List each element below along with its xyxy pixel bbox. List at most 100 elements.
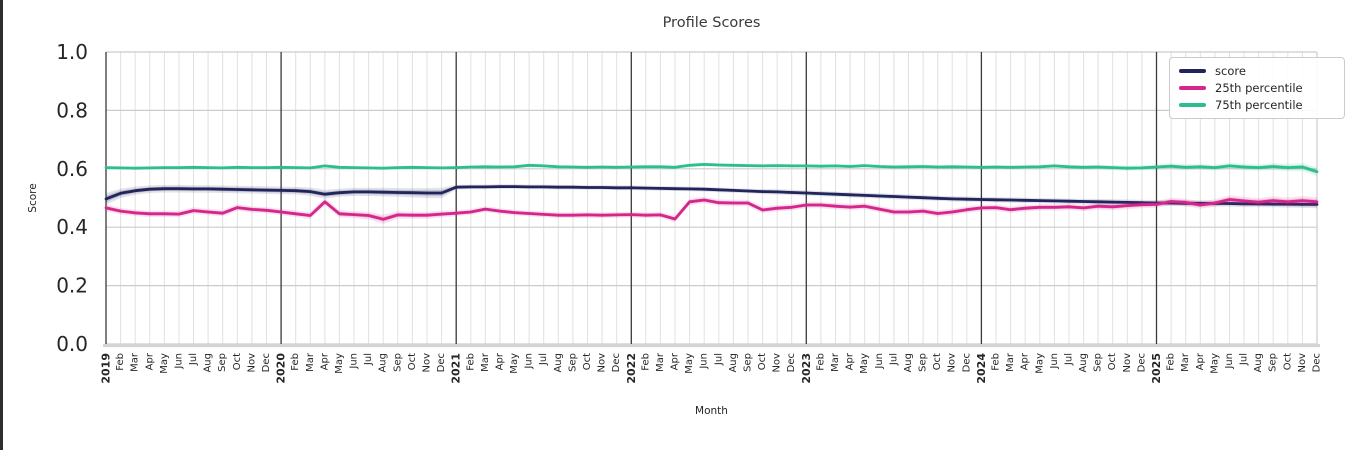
legend-label-score: score [1215,64,1246,78]
x-tick-label: Sep [743,353,754,372]
x-tick-label: Feb [290,353,301,371]
x-tick-label: Feb [465,353,476,371]
y-tick-label: 0.6 [56,157,88,181]
x-tick-label: May [509,353,520,374]
x-tick-label: Feb [815,353,826,371]
x-tick-label: Nov [1297,353,1308,373]
y-tick-label: 1.0 [56,40,88,64]
screen-edge [0,0,3,450]
x-tick-label: Dec [436,353,447,372]
x-tick-label: Apr [144,352,155,370]
x-tick-label: Apr [1020,352,1031,370]
x-tick-label: Dec [261,353,272,372]
band-1 [106,195,1317,224]
x-tick-label: Apr [845,352,856,370]
line-1 [104,198,1319,221]
chart-title: Profile Scores [662,15,761,31]
x-tick-label: Apr [494,352,505,370]
x-tick-label: Mar [480,352,491,372]
x-tick-label: Aug [1078,353,1089,373]
x-tick-label: Dec [961,353,972,372]
x-tick-label: Jun [874,353,885,370]
x-tick-label: 2021 [450,353,463,384]
x-tick-label: Dec [1136,353,1147,372]
x-tick-label: Apr [670,352,681,370]
x-tick-label: Jul [1239,353,1250,366]
x-tick-label: Nov [947,353,958,373]
legend-swatch-25th-percentile [1179,86,1206,90]
x-tick-label: May [1209,353,1220,374]
x-tick-label: Oct [1282,353,1293,370]
line-0 [104,185,1319,206]
y-tick-label: 0.8 [56,98,88,122]
x-tick-label: Dec [611,353,622,372]
x-tick-label: 2025 [1150,353,1163,384]
band-0 [106,184,1317,209]
x-tick-label: Dec [786,353,797,372]
x-tick-label: Aug [1253,353,1264,373]
x-tick-label: Feb [1166,353,1177,371]
x-tick-label: Jun [699,353,710,370]
x-tick-label: Jun [349,353,360,370]
x-tick-label: Mar [655,352,666,372]
x-tick-label: Oct [582,353,593,370]
x-tick-label: Mar [130,352,141,372]
x-tick-label: Jun [174,353,185,370]
x-tick-label: Aug [553,353,564,373]
x-tick-label: Nov [422,353,433,373]
x-tick-label: Jul [363,353,374,366]
x-tick-label: Oct [932,353,943,370]
x-tick-label: Sep [392,353,403,372]
x-tick-label: May [159,353,170,374]
legend-swatch-75th-percentile [1179,103,1206,107]
x-tick-label: Mar [830,352,841,372]
x-tick-label: May [1034,353,1045,374]
x-tick-label: Jul [713,353,724,366]
x-tick-label: Mar [305,352,316,372]
y-tick-label: 0.2 [56,274,88,298]
x-tick-label: Sep [918,353,929,372]
line-2 [104,162,1319,174]
x-tick-label: Sep [217,353,228,372]
x-tick-label: Jun [1049,353,1060,370]
x-tick-label: Feb [115,353,126,371]
x-tick-label: May [334,353,345,374]
legend-item-25th-percentile: 25th percentile [1179,81,1335,95]
x-tick-label: Nov [772,353,783,373]
x-tick-label: Nov [597,353,608,373]
x-tick-label: Nov [1122,353,1133,373]
legend-swatch-score [1179,69,1206,73]
x-tick-label: 2020 [275,353,288,384]
x-tick-label: Aug [203,353,214,373]
x-tick-label: Sep [1093,353,1104,372]
x-tick-label: Jun [524,353,535,370]
x-tick-label: Feb [991,353,1002,371]
x-tick-label: Dec [1312,353,1323,372]
x-tick-label: Jul [1064,353,1075,366]
x-tick-label: Apr [319,352,330,370]
x-tick-label: Nov [246,353,257,373]
x-tick-label: Oct [232,353,243,370]
x-tick-label: Feb [640,353,651,371]
x-tick-label: Jul [888,353,899,366]
x-tick-label: May [684,353,695,374]
x-axis-label: Month [695,405,728,417]
x-tick-label: Oct [1107,353,1118,370]
legend-item-score: score [1179,64,1335,78]
x-tick-label: Jul [188,353,199,366]
x-tick-label: 2023 [800,353,813,384]
x-tick-label: Oct [757,353,768,370]
legend-item-75th-percentile: 75th percentile [1179,98,1335,112]
x-tick-label: Sep [1268,353,1279,372]
y-tick-label: 0.4 [56,215,88,239]
legend-label-75th-percentile: 75th percentile [1215,98,1303,112]
legend-label-25th-percentile: 25th percentile [1215,81,1303,95]
x-tick-label: 2024 [975,353,988,384]
x-tick-label: Jul [538,353,549,366]
x-tick-label: 2019 [100,353,113,384]
x-tick-label: Mar [1005,352,1016,372]
y-tick-label: 0.0 [56,332,88,356]
x-tick-label: Oct [407,353,418,370]
